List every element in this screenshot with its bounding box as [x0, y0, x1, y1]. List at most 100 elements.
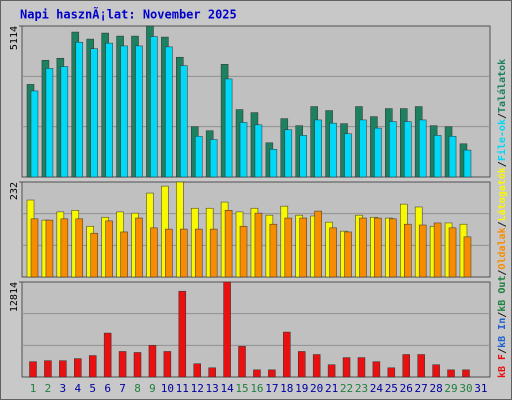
bar	[269, 223, 278, 278]
bar	[209, 139, 218, 178]
x-tick-label: 28	[429, 382, 442, 395]
bar	[133, 352, 142, 378]
bar	[90, 48, 98, 178]
x-tick-label: 21	[325, 382, 338, 395]
legend-entry: kB Out	[497, 276, 508, 312]
bar	[372, 361, 381, 378]
bar	[344, 133, 352, 178]
bar	[88, 355, 97, 378]
bar	[254, 212, 263, 278]
x-tick-label: 1	[30, 382, 37, 395]
bar	[312, 354, 321, 378]
legend: kB F/kB In/kB Out/Oldalak/Látogatók/File…	[496, 59, 508, 378]
legend-entry: kB In	[497, 318, 508, 348]
x-tick-label: 25	[385, 382, 398, 395]
bar	[30, 218, 39, 278]
bar	[135, 217, 143, 278]
bar	[253, 369, 261, 378]
x-tick-label: 13	[206, 382, 219, 395]
bar	[284, 129, 293, 178]
bar	[432, 364, 440, 378]
bar	[30, 90, 39, 178]
bar	[342, 357, 351, 378]
bar	[254, 124, 263, 178]
bar	[60, 218, 69, 278]
bar	[45, 68, 54, 178]
bar	[180, 228, 188, 278]
bar	[209, 228, 218, 278]
x-tick-label: 10	[161, 382, 174, 395]
bar	[148, 345, 157, 378]
x-tick-label: 3	[60, 382, 67, 395]
bar	[374, 217, 382, 278]
bar	[180, 65, 188, 178]
x-tick-label: 6	[104, 382, 111, 395]
bar	[462, 369, 470, 378]
bar	[103, 332, 112, 378]
bar	[223, 281, 231, 378]
bar	[105, 220, 113, 278]
bar	[208, 367, 216, 378]
bar	[448, 135, 457, 178]
x-tick-label: 8	[134, 382, 141, 395]
bar	[299, 217, 307, 278]
x-tick-label: 12	[191, 382, 204, 395]
bar	[90, 232, 98, 278]
bar	[45, 219, 54, 278]
bar	[268, 369, 276, 378]
legend-separator: /	[497, 270, 508, 276]
chart-title: Napi hasznÃ¡lat: November 2025	[20, 7, 237, 22]
x-tick-label: 26	[400, 382, 413, 395]
legend-entry: File-ok	[496, 119, 508, 161]
legend-entry: Oldalak	[497, 227, 508, 269]
legend-entry: kB F	[497, 354, 508, 378]
bar	[60, 66, 69, 178]
bar	[224, 78, 233, 178]
x-tick-label: 4	[74, 382, 81, 395]
bar	[404, 223, 412, 278]
bar	[359, 217, 367, 278]
y-tick-label: 5114	[9, 26, 20, 50]
bar	[329, 227, 337, 278]
bar	[344, 231, 352, 278]
bar	[283, 331, 291, 378]
bar	[418, 224, 427, 278]
x-tick-label: 7	[119, 382, 126, 395]
bar	[447, 369, 455, 378]
bar	[418, 119, 427, 178]
bar	[75, 218, 84, 278]
bar	[135, 45, 143, 178]
bar	[299, 135, 307, 178]
legend-separator: /	[497, 161, 508, 167]
legend-separator: /	[497, 221, 508, 227]
bar	[387, 367, 396, 378]
bar	[193, 363, 201, 378]
bar	[29, 361, 37, 378]
bar	[165, 228, 173, 278]
bar	[374, 127, 382, 178]
bar	[165, 46, 173, 178]
x-tick-label: 24	[370, 382, 384, 395]
legend-separator: /	[497, 348, 508, 354]
bar	[357, 357, 366, 378]
bar	[314, 119, 322, 178]
x-tick-label: 22	[340, 382, 353, 395]
legend-entry: Látogatók	[496, 167, 508, 221]
x-tick-label: 30	[459, 382, 472, 395]
bar	[404, 121, 412, 178]
bar	[75, 41, 84, 178]
x-tick-label: 2	[45, 382, 52, 395]
legend-separator: /	[497, 312, 508, 318]
y-tick-label: 12814	[9, 282, 20, 312]
bar	[163, 351, 172, 378]
bar	[239, 122, 248, 178]
x-tick-label: 31	[474, 382, 487, 395]
bar	[74, 358, 82, 378]
bar	[120, 231, 128, 278]
bar	[433, 222, 442, 278]
y-tick-label: 232	[9, 182, 20, 200]
bar	[389, 121, 397, 178]
bar	[150, 227, 158, 278]
bar	[269, 149, 278, 178]
bar	[224, 210, 233, 278]
